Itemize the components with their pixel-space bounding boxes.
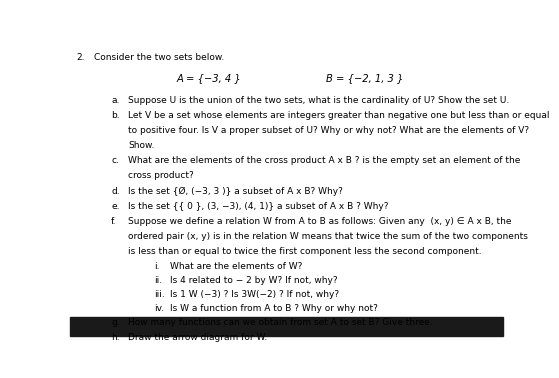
Text: Draw the arrow diagram for W.: Draw the arrow diagram for W. bbox=[129, 333, 268, 342]
Text: What are the elements of the cross product A x B ? is the empty set an element o: What are the elements of the cross produ… bbox=[129, 156, 521, 165]
Text: a.: a. bbox=[111, 96, 120, 105]
Text: A = {−3, 4 }: A = {−3, 4 } bbox=[176, 73, 241, 83]
Text: Suppose U is the union of the two sets, what is the cardinality of U? Show the s: Suppose U is the union of the two sets, … bbox=[129, 96, 510, 105]
Text: i.: i. bbox=[154, 262, 160, 271]
Text: b.: b. bbox=[111, 111, 120, 120]
Text: Is 1 W (−3) ? Is 3W(−2) ? If not, why?: Is 1 W (−3) ? Is 3W(−2) ? If not, why? bbox=[169, 290, 339, 299]
Text: iii.: iii. bbox=[154, 290, 165, 299]
Text: ordered pair (x, y) is in the relation W means that twice the sum of the two com: ordered pair (x, y) is in the relation W… bbox=[129, 232, 528, 241]
Text: to positive four. Is V a proper subset of U? Why or why not? What are the elemen: to positive four. Is V a proper subset o… bbox=[129, 126, 529, 135]
Text: h.: h. bbox=[111, 333, 120, 342]
Text: Let V be a set whose elements are integers greater than negative one but less th: Let V be a set whose elements are intege… bbox=[129, 111, 550, 120]
Text: d.: d. bbox=[111, 187, 120, 195]
Text: What are the elements of W?: What are the elements of W? bbox=[169, 262, 302, 271]
Text: 2.: 2. bbox=[77, 53, 85, 62]
Text: How many functions can we obtain from set A to set B? Give three.: How many functions can we obtain from se… bbox=[129, 318, 433, 327]
Text: Show.: Show. bbox=[129, 141, 155, 150]
Text: is less than or equal to twice the first component less the second component.: is less than or equal to twice the first… bbox=[129, 247, 482, 256]
Text: Consider the two sets below.: Consider the two sets below. bbox=[94, 53, 224, 62]
Text: Is 4 related to − 2 by W? If not, why?: Is 4 related to − 2 by W? If not, why? bbox=[169, 276, 337, 285]
Text: f.: f. bbox=[111, 217, 116, 226]
Text: ii.: ii. bbox=[154, 276, 163, 285]
Text: cross product?: cross product? bbox=[129, 172, 194, 180]
Text: iv.: iv. bbox=[154, 304, 164, 313]
Text: Is W a function from A to B ? Why or why not?: Is W a function from A to B ? Why or why… bbox=[169, 304, 377, 313]
Text: Is the set {Ø, (−3, 3 )} a subset of A x B? Why?: Is the set {Ø, (−3, 3 )} a subset of A x… bbox=[129, 187, 343, 196]
Text: B = {−2, 1, 3 }: B = {−2, 1, 3 } bbox=[326, 73, 403, 83]
Text: e.: e. bbox=[111, 202, 120, 211]
Text: Is the set {{ 0 }, (3, −3), (4, 1)} a subset of A x B ? Why?: Is the set {{ 0 }, (3, −3), (4, 1)} a su… bbox=[129, 202, 389, 211]
Bar bbox=[70, 317, 503, 336]
Text: Suppose we define a relation W from A to B as follows: Given any  (x, y) ∈ A x B: Suppose we define a relation W from A to… bbox=[129, 217, 512, 226]
Text: g.: g. bbox=[111, 318, 120, 327]
Text: c.: c. bbox=[111, 156, 119, 165]
